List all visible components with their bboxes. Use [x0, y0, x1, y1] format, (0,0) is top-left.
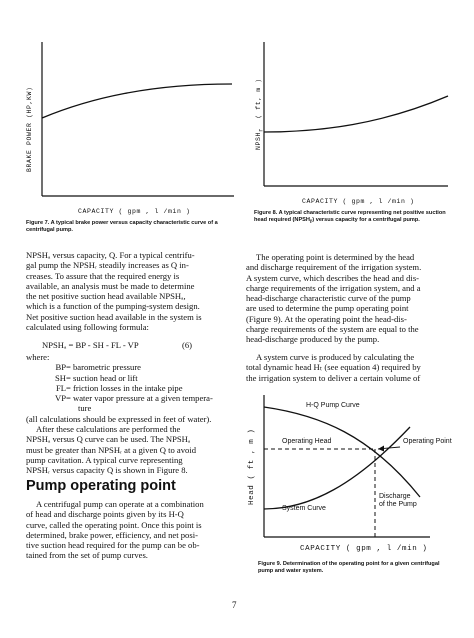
figure-7-brake-power-curve [41, 83, 233, 119]
left-after-paragraph: After these calculations are performed t… [26, 424, 231, 475]
where-label: where: [26, 352, 50, 362]
equation-text: NPSHₐ = BP - SH - FL - VP [42, 340, 139, 350]
figure-8-npshr-curve [263, 95, 449, 133]
figure-7-caption: Figure 7. A typical brake power versus c… [26, 220, 218, 233]
line: (Figure 9). At the operating point the h… [246, 313, 407, 324]
equation-6: NPSHₐ = BP - SH - FL - VP (6) [42, 340, 232, 350]
figure-8: NPSHr ( ft, m ) CAPACITY ( gpm , l /min … [240, 0, 474, 240]
line: the net positive suction head available … [26, 291, 186, 302]
def-desc: = barometric pressure [66, 362, 141, 373]
line: of head and discharge points given by it… [26, 509, 184, 520]
line: NPSHₐ versus Q curve can be used. The NP… [26, 434, 191, 445]
line: creases. To assure that the required ene… [26, 270, 180, 281]
figure-9-system-curve [263, 426, 411, 510]
figure-9-caption: Figure 9. Determination of the operating… [258, 561, 440, 574]
line: A system curve, which describes the head… [246, 272, 420, 283]
def-row: BP = barometric pressure [26, 362, 236, 372]
right-paragraph-1: The operating point is determined by the… [246, 252, 458, 345]
figure-7: BRAKE POWER (HP,KW) CAPACITY ( gpm , l /… [0, 0, 240, 240]
units-note: (all calculations should be expressed in… [26, 413, 212, 424]
left-intro-paragraph: NPSHₐ versus capacity, Q. For a typical … [26, 250, 231, 332]
equation-number: (6) [182, 340, 193, 350]
line: gal pump the NPSHᵣ steadily increases as… [26, 260, 189, 271]
line: A system curve is produced by calculatin… [256, 352, 415, 362]
line: A centrifugal pump can operate at a comb… [36, 499, 204, 509]
figure-7-x-label: CAPACITY ( gpm , l /min ) [78, 208, 191, 215]
def-desc: = friction losses in the intake pipe [66, 382, 183, 393]
line: which is a function of the pumping-syste… [26, 301, 200, 312]
figure-8-y-label-text: NPSH [255, 131, 262, 150]
figure-9-hq-label: H-Q Pump Curve [306, 402, 360, 409]
def-row: VP = water vapor pressure at a given tem… [26, 393, 236, 403]
line: are used to determine the pump operating… [246, 303, 409, 314]
def-row: SH = suction head or lift [26, 373, 236, 383]
figure-9: Head ( ft , m ) H-Q Pump Curve Operating… [240, 385, 474, 595]
figure-8-caption-suffix: ) versus capacity for a centrifugal pump… [312, 217, 420, 223]
section-heading: Pump operating point [26, 478, 176, 494]
line: must be greater than NPSHᵣ at a given Q … [26, 444, 196, 455]
figure-9-hq-curve [263, 406, 421, 498]
figure-8-plot [263, 42, 449, 187]
line: charge requirements of the irrigation sy… [246, 282, 421, 293]
line: Net positive suction head available in t… [26, 311, 202, 322]
left-operating-paragraph: A centrifugal pump can operate at a comb… [26, 499, 231, 561]
page-number: 7 [232, 600, 237, 610]
figure-9-operating-point-label: Operating Point [403, 438, 452, 445]
line: available, an analysis must be made to d… [26, 280, 195, 291]
line: NPSHₐ versus capacity, Q. For a typical … [26, 250, 195, 260]
figure-9-operating-point-arrowhead [378, 445, 384, 452]
line: head-discharge characteristic curve of t… [246, 293, 411, 304]
def-term: BP [55, 362, 66, 373]
line: After these calculations are performed t… [36, 424, 181, 434]
line: The operating point is determined by the… [256, 252, 415, 262]
figure-7-y-label: BRAKE POWER (HP,KW) [26, 86, 33, 172]
figure-8-caption: Figure 8. A typical characteristic curve… [254, 210, 454, 226]
def-term: FL [55, 382, 66, 393]
figure-8-caption-prefix: Figure 8. A typical characteristic curve… [254, 210, 446, 223]
line: and discharge requirement of the irrigat… [246, 262, 422, 273]
figure-9-operating-head-label: Operating Head [282, 438, 332, 445]
figure-7-plot [41, 42, 234, 197]
line: calculated using following formula: [26, 322, 149, 333]
discharge-line-2: of the Pump [379, 501, 417, 508]
figure-9-system-curve-label: System Curve [282, 505, 326, 512]
def-continuation: ture [78, 403, 92, 414]
figure-8-x-label: CAPACITY ( gpm , l /min ) [302, 198, 415, 205]
line: pump cavitation. A typical curve represe… [26, 454, 183, 465]
line: tained from the set of pump curves. [26, 550, 148, 561]
line: curve, called the operating point. Once … [26, 519, 202, 530]
def-row: FL = friction losses in the intake pipe [26, 383, 236, 393]
figure-9-y-label: Head ( ft , m ) [248, 428, 256, 505]
definitions: where: BP = barometric pressure SH = suc… [26, 352, 236, 424]
figure-9-discharge-label: Discharge of the Pump [379, 493, 417, 509]
figure-9-x-label: CAPACITY ( gpm , l /min ) [300, 545, 428, 553]
line: total dynamic head Hₜ (see equation 4) r… [246, 362, 421, 373]
line: charge requirements of the system are eq… [246, 324, 419, 335]
def-term: VP [55, 393, 66, 404]
figure-8-y-label: NPSHr ( ft, m ) [255, 78, 264, 150]
discharge-line-1: Discharge [379, 493, 411, 500]
line: the irrigation system to deliver a certa… [246, 372, 421, 383]
def-desc: = water vapor pressure at a given temper… [66, 393, 213, 404]
def-desc: = suction head or lift [66, 372, 138, 383]
figure-9-plot [263, 395, 430, 538]
right-paragraph-2: A system curve is produced by calculatin… [246, 352, 458, 383]
line: NPSHᵣ versus capacity Q is shown in Figu… [26, 465, 188, 476]
figure-8-caption-sub: r [309, 219, 313, 226]
figure-8-y-label-sub: r [257, 127, 265, 132]
def-term: SH [55, 372, 66, 383]
line: head-discharge produced by the pump. [246, 334, 380, 345]
line: determined, brake power, efficiency, and… [26, 529, 198, 540]
line: tive suction head required for the pump … [26, 540, 200, 551]
figure-8-y-label-unit: ( ft, m ) [255, 78, 262, 119]
